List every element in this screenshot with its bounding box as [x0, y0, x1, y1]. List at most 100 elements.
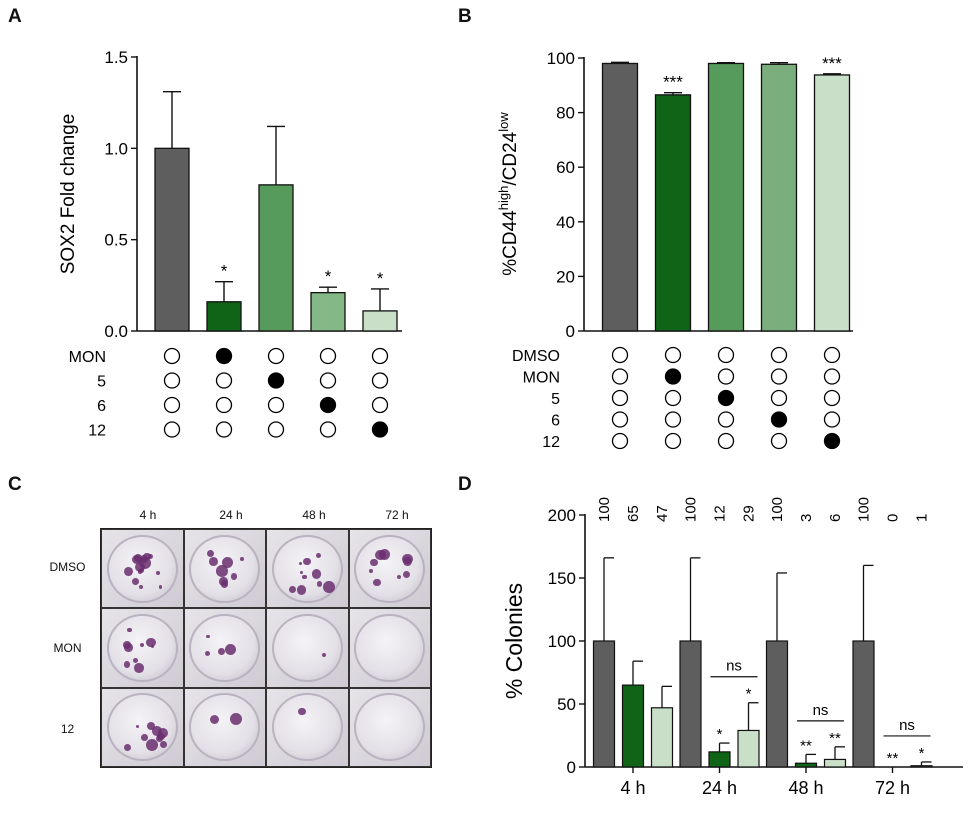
significance-label: **: [887, 750, 899, 767]
treatment-dot-empty: [371, 372, 389, 389]
colony: [208, 556, 218, 566]
significance-label: ***: [663, 73, 683, 92]
colony-photo-cell: [266, 529, 349, 609]
treatment-dot-empty: [823, 368, 841, 385]
bar: [823, 758, 847, 768]
treatment-dot-empty: [163, 347, 181, 365]
colony: [216, 564, 228, 577]
treatment-dot-empty: [267, 421, 285, 438]
treatment-dot-empty: [163, 372, 181, 389]
y-axis-title-part: %CD44: [500, 210, 521, 276]
panel-letter-a: A: [8, 6, 22, 27]
bar: [206, 301, 242, 332]
photo-column-label: 72 h: [385, 508, 409, 522]
colony-photo-cell: [101, 608, 184, 688]
colony: [134, 663, 145, 673]
bar: [310, 291, 346, 332]
treatment-dot-filled: [770, 411, 788, 428]
x-tick-label: 4 h: [620, 778, 645, 798]
ns-label: ns: [726, 658, 742, 675]
treatment-row-label: 5: [551, 391, 560, 408]
top-value-label: 6: [827, 514, 844, 522]
chart-d-colonies: 0 50 100 150 200 % Colonies 4 h 100 65 47 24 h 100 1…: [501, 497, 963, 798]
bar: [765, 640, 789, 768]
panel-letter-b: B: [458, 6, 472, 27]
colony: [240, 557, 245, 562]
petri-dish: [189, 534, 261, 603]
x-tick-label: 72 h: [875, 778, 910, 798]
colony: [127, 627, 132, 632]
y-tick-label: 80: [556, 104, 575, 123]
colony: [373, 578, 381, 586]
bar: [708, 751, 731, 768]
colony: [301, 574, 307, 580]
colony-photo-cell: [101, 687, 184, 767]
colony-photo-cell: [183, 529, 266, 609]
treatment-dot-filled: [823, 432, 841, 450]
photo-row-label: MON: [53, 641, 82, 655]
y-tick-label: 0: [566, 322, 575, 341]
y-tick-label: 50: [557, 695, 576, 714]
top-value-label: 100: [683, 497, 700, 522]
photo-row-label: DMSO: [49, 560, 86, 574]
treatment-dot-empty: [611, 411, 629, 428]
top-value-label: 47: [654, 505, 671, 522]
treatment-dot-empty: [664, 346, 682, 364]
colony: [123, 661, 131, 668]
petri-dish: [271, 613, 343, 682]
top-value-label: 100: [596, 497, 613, 522]
y-tick-label: 150: [548, 569, 576, 588]
treatment-dot-empty: [717, 346, 735, 364]
bar: [601, 62, 639, 332]
colony: [229, 712, 242, 725]
y-axis-title: %CD44high/CD24low: [496, 112, 521, 276]
treatment-row-label: MON: [523, 370, 560, 387]
treatment-dot-empty: [267, 396, 285, 414]
colony-photo-cell: [266, 608, 349, 688]
treatment-dot-empty: [823, 389, 841, 407]
treatment-dot-empty: [770, 368, 788, 385]
colony: [289, 586, 297, 594]
significance-label: *: [221, 262, 228, 281]
top-value-label: 100: [769, 497, 786, 522]
colony: [396, 574, 402, 580]
treatment-row-label: MON: [69, 349, 106, 366]
top-value-label: 3: [798, 514, 815, 522]
top-value-label: 100: [856, 497, 873, 522]
treatment-row-label: 12: [542, 434, 560, 451]
bar: [679, 640, 702, 768]
colony-photo-cell: [348, 529, 431, 609]
treatment-row-label: 6: [97, 398, 106, 415]
photo-column-label: 48 h: [302, 508, 326, 522]
bar: [592, 640, 616, 768]
colony: [316, 581, 323, 587]
colony: [132, 657, 138, 663]
treatment-dot-empty: [664, 411, 682, 428]
colony: [156, 734, 164, 742]
treatment-dot-empty: [823, 411, 841, 428]
colony: [138, 584, 143, 589]
colony: [402, 553, 413, 565]
treatment-dot-empty: [611, 432, 629, 450]
treatment-dot-empty: [163, 396, 181, 414]
significance-label: *: [919, 745, 925, 762]
treatment-dot-empty: [770, 346, 788, 364]
photo-column-label: 4 h: [139, 508, 157, 522]
treatment-dot-empty: [215, 421, 233, 438]
treatment-dot-empty: [611, 389, 629, 407]
colony: [370, 558, 378, 567]
y-tick-label: 60: [556, 158, 575, 177]
treatment-dot-empty: [215, 372, 233, 389]
y-tick-label: 0.5: [104, 231, 128, 250]
y-tick-label: 40: [556, 213, 575, 232]
colony: [158, 585, 162, 589]
colony: [369, 568, 373, 573]
panel-letter-c: C: [8, 474, 22, 495]
y-axis-title-part: high: [496, 186, 511, 211]
y-tick-label: 1.5: [104, 48, 128, 67]
colony-photo-cell: [183, 687, 266, 767]
colony: [146, 637, 156, 648]
colony: [123, 567, 133, 577]
significance-label: *: [746, 686, 752, 703]
top-value-label: 0: [885, 514, 902, 522]
